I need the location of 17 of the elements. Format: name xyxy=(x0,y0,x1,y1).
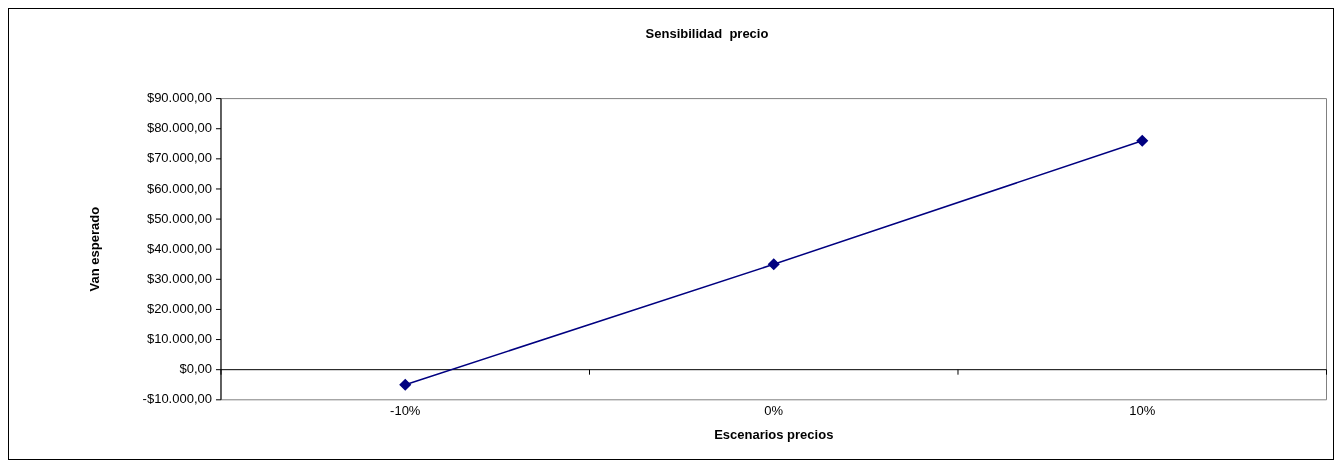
y-tick-label: $70.000,00 xyxy=(146,150,212,166)
y-tick-label: $30.000,00 xyxy=(146,270,212,286)
x-axis-title: Escenarios precios xyxy=(714,426,834,442)
x-tick-label: 0% xyxy=(764,403,784,419)
chart-title: Sensibilidad precio xyxy=(645,26,769,42)
y-tick-label: $90.000,00 xyxy=(146,90,212,106)
x-tick-label: 10% xyxy=(1129,403,1156,419)
y-tick-label: -$10.000,00 xyxy=(142,391,212,407)
y-tick-label: $20.000,00 xyxy=(146,301,212,317)
y-tick-label: $50.000,00 xyxy=(146,210,212,226)
y-axis-title: Van esperado xyxy=(87,206,103,292)
y-tick-label: $40.000,00 xyxy=(146,240,212,256)
y-tick-label: $80.000,00 xyxy=(146,120,212,136)
x-tick-label: -10% xyxy=(390,403,421,419)
y-tick-label: $0,00 xyxy=(179,361,212,377)
y-tick-label: $60.000,00 xyxy=(146,180,212,196)
y-tick-label: $10.000,00 xyxy=(146,331,212,347)
